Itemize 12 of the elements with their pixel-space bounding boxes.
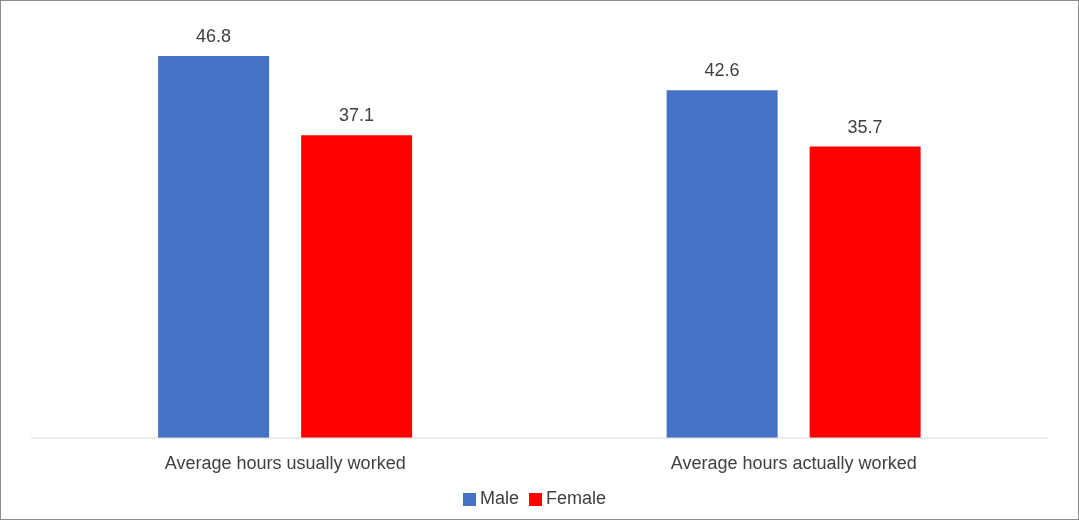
bar [158,56,270,438]
data-label: 37.1 [339,105,375,126]
legend-label: Male [479,488,519,508]
bar [301,135,413,438]
legend-label: Female [545,488,607,508]
data-label: 46.8 [196,26,232,46]
data-label: 42.6 [704,60,740,81]
x-tick-label: Average hours usually worked [164,452,406,473]
data-label: 35.7 [847,116,883,137]
bar [809,146,921,438]
bar [666,90,778,438]
x-tick-label: Average hours actually worked [670,452,917,473]
